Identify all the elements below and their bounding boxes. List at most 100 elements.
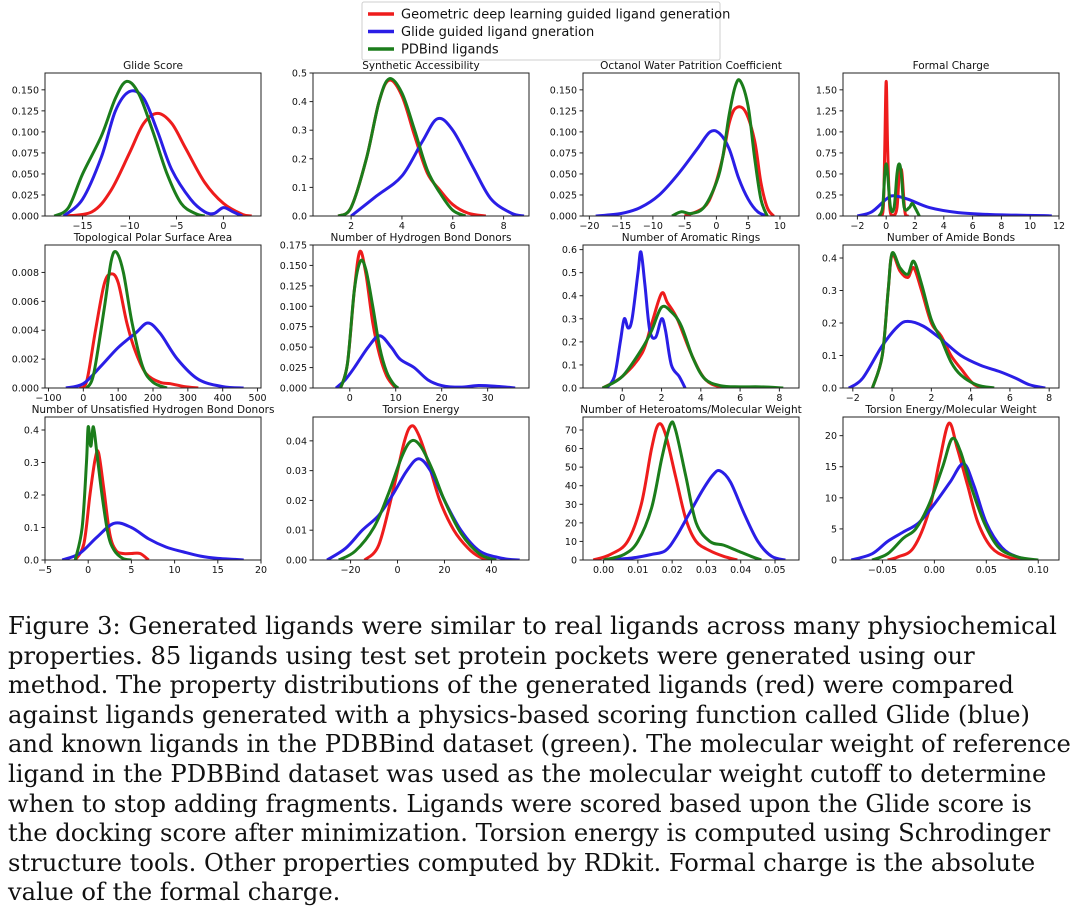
density-curve: [338, 438, 497, 560]
y-tick-label: 0.3: [562, 314, 577, 325]
x-tick-label: 200: [144, 393, 162, 404]
subplot-title: Number of Aromatic Rings: [622, 232, 760, 244]
x-tick-label: 0: [713, 221, 719, 232]
subplot: Number of Hydrogen Bond Donors 0 10 20 30 0.0…: [280, 232, 530, 404]
y-tick-label: 0.2: [562, 337, 577, 348]
subplot-title: Formal Charge: [913, 60, 990, 72]
x-tick-label: 6: [737, 393, 743, 404]
y-tick-label: 0.01: [286, 526, 307, 537]
x-tick-label: 0.05: [976, 565, 997, 576]
x-tick-label: −15: [611, 221, 631, 232]
density-curve: [65, 321, 244, 388]
x-tick-label: −20: [341, 565, 361, 576]
subplot: Number of Aromatic Rings 0 2 4 6 8 0.0 0.1 0.2 0.…: [562, 232, 800, 404]
subplot: Number of Unsatisfied Hydrogen Bond Dono…: [24, 404, 275, 576]
x-tick-label: 6: [450, 221, 456, 232]
density-curve: [603, 420, 762, 560]
subplot-title: Torsion Energy: [382, 404, 460, 416]
subplot-title: Glide Score: [123, 60, 183, 72]
x-tick-label: 0.04: [730, 565, 751, 576]
x-tick-label: 30: [482, 393, 494, 404]
axes-frame: [312, 72, 530, 217]
x-tick-label: 0: [220, 221, 226, 232]
density-curve: [337, 77, 467, 216]
x-tick-label: 4: [698, 393, 704, 404]
subplot: Formal Charge −2 0 2 4 6 8 10 12 0.00 0.25 0.50 0.75…: [816, 60, 1065, 232]
y-tick-label: 40: [565, 481, 577, 492]
x-tick-label: 0.03: [696, 565, 717, 576]
density-curve: [887, 421, 1023, 560]
x-tick-label: 2: [348, 221, 354, 232]
axes-frame: [582, 72, 800, 217]
density-curve: [73, 425, 132, 560]
density-curve: [339, 258, 400, 388]
y-tick-label: 0.075: [12, 148, 39, 159]
x-tick-label: 2: [659, 393, 665, 404]
y-tick-label: 15: [825, 462, 837, 473]
x-tick-label: 4: [941, 221, 947, 232]
y-tick-label: 0.125: [280, 281, 307, 292]
density-curve: [671, 78, 769, 216]
y-tick-label: 0.006: [12, 297, 39, 308]
subplot: Number of Heteroatoms/Molecular Weight 0.…: [565, 404, 802, 576]
density-curve: [62, 89, 243, 216]
subplot-title: Octanol Water Patrition Coefficient: [600, 60, 782, 72]
y-tick-label: 0.125: [550, 106, 577, 117]
y-tick-label: 0.0: [562, 384, 577, 395]
subplot: Torsion Energy −20 0 20 40 0.00 0.01 0.02 0.03 0.…: [286, 404, 530, 576]
x-tick-label: 0.01: [627, 565, 648, 576]
x-tick-label: 8: [998, 221, 1004, 232]
x-tick-label: 300: [179, 393, 197, 404]
legend: Geometric deep learning guided ligand ge…: [361, 1, 730, 61]
y-tick-label: 0.1: [24, 523, 39, 534]
y-tick-label: 0.025: [550, 190, 577, 201]
x-tick-label: −100: [35, 393, 61, 404]
y-tick-label: 0.150: [12, 85, 39, 96]
y-tick-label: 0: [571, 556, 577, 567]
x-tick-label: 20: [436, 393, 448, 404]
y-tick-label: 0.5: [292, 69, 307, 80]
density-curve: [339, 249, 399, 388]
density-curve: [326, 457, 520, 560]
density-curve: [856, 194, 1052, 216]
x-tick-label: 5: [745, 221, 751, 232]
x-tick-label: 0: [883, 221, 889, 232]
y-tick-label: 0.2: [822, 319, 837, 330]
x-tick-label: −10: [119, 221, 139, 232]
x-tick-label: 0: [394, 565, 400, 576]
axes-frame: [842, 416, 1060, 561]
x-tick-label: −0.05: [868, 565, 897, 576]
x-tick-label: 10: [169, 565, 181, 576]
density-curve: [850, 462, 1034, 560]
x-tick-label: 0.05: [764, 565, 785, 576]
density-curve: [871, 436, 1039, 560]
y-tick-label: 0.0: [292, 212, 307, 223]
y-tick-label: 0.3: [822, 286, 837, 297]
density-curve: [601, 304, 784, 388]
y-tick-label: 0.000: [12, 212, 39, 223]
x-tick-label: 40: [485, 565, 497, 576]
x-tick-label: 0: [889, 393, 895, 404]
x-tick-label: 2: [912, 221, 918, 232]
y-tick-label: 0.25: [816, 190, 837, 201]
y-tick-label: 0.000: [550, 212, 577, 223]
x-tick-label: 6: [970, 221, 976, 232]
y-tick-label: 0.100: [12, 127, 39, 138]
subplot-grid: Glide Score−15 −10 −5 00.0000.0250.0500.075…: [12, 60, 1065, 576]
y-tick-label: 0.4: [292, 97, 307, 108]
density-curve: [334, 334, 516, 388]
x-tick-label: 0: [347, 393, 353, 404]
y-tick-label: 0.000: [12, 384, 39, 395]
y-tick-label: 0.4: [562, 291, 577, 302]
x-tick-label: 10: [390, 393, 402, 404]
y-tick-label: 5: [831, 524, 837, 535]
x-tick-label: 5: [128, 565, 134, 576]
x-tick-label: 0: [80, 393, 86, 404]
y-tick-label: 0.75: [816, 148, 837, 159]
density-curve: [78, 272, 199, 388]
x-tick-label: 20: [438, 565, 450, 576]
y-tick-label: 10: [565, 537, 577, 548]
axes-frame: [44, 72, 262, 217]
density-curve: [61, 521, 244, 560]
axes-frame: [842, 244, 1060, 389]
